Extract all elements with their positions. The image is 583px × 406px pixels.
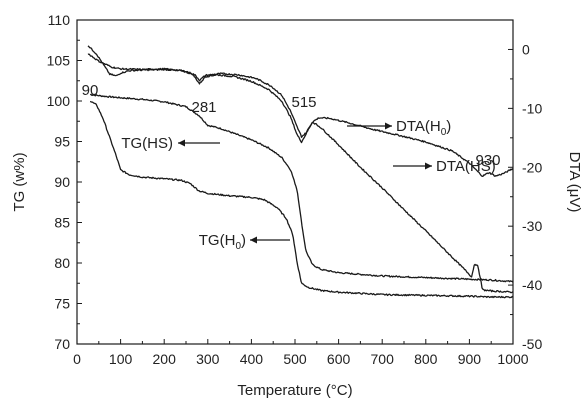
series-arrowhead [178,139,185,147]
x-tick-label: 500 [283,351,307,367]
series-label-base: TG(H [199,232,236,249]
series-label-subscript: 0 [441,127,447,138]
series-line-dta-hs [87,53,514,294]
y-left-tick-label: 110 [48,12,71,28]
y-right-tick-label: -10 [522,100,542,116]
y-left-tick-label: 95 [54,134,70,150]
plot-area: 0 100 200 300 400 500 600 700 800 900 100070758085… [11,12,583,399]
series-label: DTA(H0) [396,118,451,138]
series-label-tail: ) [241,232,246,249]
x-tick-label: 800 [414,351,438,367]
y-right-tick-label: -40 [522,277,542,293]
peak-label-930: 930 [475,152,500,169]
series-label: TG(H0) [199,232,246,252]
x-axis-title: Temperature (°C) [237,382,352,399]
y-left-tick-label: 85 [54,215,70,231]
y-left-tick-label: 80 [54,255,70,271]
series-label: TG(HS) [121,135,173,152]
series-arrowhead [425,162,432,170]
series-line-tg-h0 [89,100,514,299]
y-right-tick-label: -20 [522,159,542,175]
series-label-tail: ) [446,118,451,135]
series-line-dta-h0 [87,45,514,178]
x-tick-label: 0 [73,351,81,367]
series-label-base: DTA(HS) [436,158,496,175]
peak-label-281: 281 [191,99,216,116]
y-right-tick-label: 0 [522,41,530,57]
series-label-base: DTA(H [396,118,441,135]
y-left-tick-label: 105 [47,53,71,69]
x-tick-label: 400 [240,351,264,367]
y-left-tick-label: 70 [54,336,70,352]
series-arrowhead [250,236,257,244]
x-tick-label: 700 [371,351,395,367]
x-tick-label: 1000 [497,351,528,367]
x-tick-label: 300 [196,351,220,367]
series-label-base: TG(HS) [121,135,173,152]
y-left-tick-label: 90 [54,174,70,190]
y-left-tick-label: 75 [54,296,70,312]
x-tick-label: 200 [153,351,177,367]
series-label-subscript: 0 [235,241,241,252]
y-left-tick-label: 100 [47,93,71,109]
x-tick-label: 900 [458,351,482,367]
y-right-axis-title: DTA (μV) [566,152,583,213]
series-label: DTA(HS) [436,158,496,175]
y-left-axis-title: TG (w%) [11,152,28,211]
x-tick-label: 100 [109,351,133,367]
y-right-tick-label: -30 [522,218,542,234]
y-right-tick-label: -50 [522,336,542,352]
x-tick-label: 600 [327,351,351,367]
peak-label-515: 515 [291,94,316,111]
series-line-tg-hs [90,93,514,283]
series-arrowhead [385,122,392,130]
peak-label-90: 90 [82,82,99,99]
